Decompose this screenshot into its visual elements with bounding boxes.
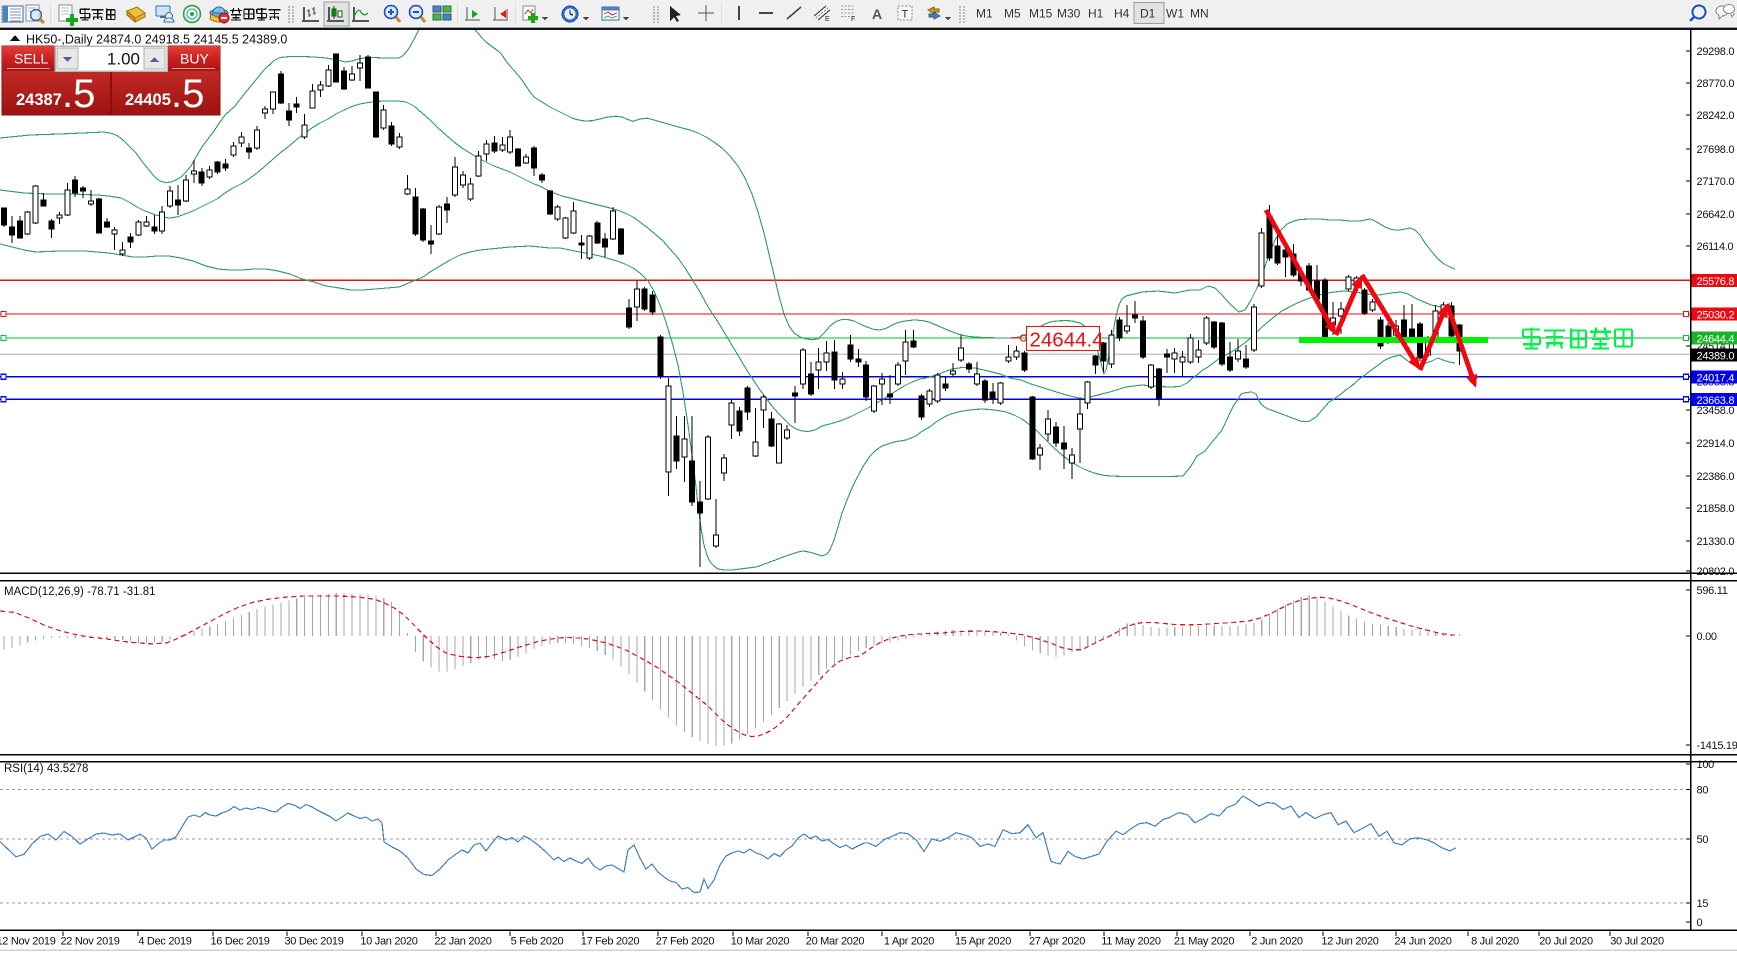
- svg-text:D1: D1: [1140, 7, 1156, 21]
- svg-text:M1: M1: [976, 7, 993, 21]
- svg-text:12 Jun 2020: 12 Jun 2020: [1321, 936, 1378, 948]
- svg-text:26114.0: 26114.0: [1697, 241, 1734, 253]
- svg-text:23663.8: 23663.8: [1697, 395, 1735, 407]
- svg-text:30 Dec 2019: 30 Dec 2019: [284, 936, 343, 948]
- svg-text:21 May 2020: 21 May 2020: [1174, 936, 1234, 948]
- svg-text:28770.0: 28770.0: [1697, 78, 1735, 90]
- svg-text:22914.0: 22914.0: [1697, 438, 1735, 450]
- svg-text:15 Apr 2020: 15 Apr 2020: [955, 936, 1011, 948]
- svg-text:M30: M30: [1057, 7, 1081, 21]
- svg-text:24389.0: 24389.0: [1697, 351, 1735, 363]
- svg-text:26642.0: 26642.0: [1697, 209, 1735, 221]
- svg-text:.5: .5: [62, 72, 95, 116]
- svg-text:22 Jan 2020: 22 Jan 2020: [434, 936, 491, 948]
- svg-text:10 Jan 2020: 10 Jan 2020: [360, 936, 417, 948]
- svg-text:15: 15: [1697, 898, 1709, 910]
- svg-text:50: 50: [1697, 834, 1709, 846]
- svg-text:.5: .5: [171, 72, 204, 116]
- svg-text:24387: 24387: [16, 91, 62, 109]
- svg-text:24017.4: 24017.4: [1697, 373, 1735, 385]
- svg-text:2 Jun 2020: 2 Jun 2020: [1251, 936, 1303, 948]
- svg-text:24 Jun 2020: 24 Jun 2020: [1394, 936, 1451, 948]
- svg-text:80: 80: [1697, 784, 1709, 796]
- svg-text:F: F: [851, 16, 855, 23]
- svg-text:HK50-,Daily 24874.0 24918.5 2: HK50-,Daily 24874.0 24918.5 24145.5 2438…: [26, 33, 287, 47]
- svg-text:20802.0: 20802.0: [1697, 566, 1735, 578]
- svg-text:A: A: [872, 6, 882, 22]
- svg-text:M5: M5: [1004, 7, 1021, 21]
- svg-text:27 Feb 2020: 27 Feb 2020: [656, 936, 715, 948]
- svg-text:RSI(14) 43.5278: RSI(14) 43.5278: [4, 763, 88, 775]
- svg-text:0: 0: [1697, 917, 1703, 929]
- svg-text:4 Dec 2019: 4 Dec 2019: [138, 936, 191, 948]
- svg-text:W1: W1: [1166, 7, 1184, 21]
- svg-text:24644.4: 24644.4: [1030, 329, 1104, 352]
- svg-text:24644.4: 24644.4: [1697, 334, 1735, 346]
- svg-text:11 May 2020: 11 May 2020: [1101, 936, 1161, 948]
- svg-text:28242.0: 28242.0: [1697, 110, 1735, 122]
- svg-text:22386.0: 22386.0: [1697, 471, 1735, 483]
- svg-text:MN: MN: [1190, 7, 1209, 21]
- svg-text:-1415.19: -1415.19: [1697, 740, 1737, 752]
- svg-text:100: 100: [1697, 759, 1715, 771]
- svg-text:20 Jul 2020: 20 Jul 2020: [1539, 936, 1593, 948]
- svg-text:T: T: [902, 9, 909, 21]
- svg-text:22 Nov 2019: 22 Nov 2019: [60, 936, 119, 948]
- svg-text:25030.2: 25030.2: [1697, 310, 1735, 322]
- svg-text:E: E: [825, 16, 830, 23]
- svg-text:1 Apr 2020: 1 Apr 2020: [884, 936, 934, 948]
- svg-text:5 Feb 2020: 5 Feb 2020: [511, 936, 564, 948]
- svg-text:21330.0: 21330.0: [1697, 536, 1735, 548]
- svg-text:25576.8: 25576.8: [1697, 276, 1735, 288]
- svg-text:17 Feb 2020: 17 Feb 2020: [581, 936, 640, 948]
- svg-text:30 Jul 2020: 30 Jul 2020: [1610, 936, 1664, 948]
- svg-text:27170.0: 27170.0: [1697, 176, 1735, 188]
- svg-text:1.00: 1.00: [107, 50, 140, 69]
- svg-text:21858.0: 21858.0: [1697, 503, 1735, 515]
- svg-text:SELL: SELL: [14, 51, 48, 67]
- svg-text:MACD(12,26,9) -78.71 -31.81: MACD(12,26,9) -78.71 -31.81: [4, 586, 156, 598]
- svg-text:8 Jul 2020: 8 Jul 2020: [1471, 936, 1519, 948]
- svg-text:0.00: 0.00: [1697, 631, 1717, 643]
- svg-text:27698.0: 27698.0: [1697, 144, 1735, 156]
- svg-text:20 Mar 2020: 20 Mar 2020: [806, 936, 865, 948]
- svg-text:M15: M15: [1029, 7, 1053, 21]
- svg-text:12 Nov 2019: 12 Nov 2019: [0, 936, 56, 948]
- svg-text:16 Dec 2019: 16 Dec 2019: [210, 936, 269, 948]
- svg-text:596.11: 596.11: [1697, 585, 1728, 597]
- svg-text:24405: 24405: [125, 91, 171, 109]
- svg-text:29298.0: 29298.0: [1697, 46, 1735, 58]
- svg-text:H4: H4: [1114, 7, 1130, 21]
- svg-text:BUY: BUY: [180, 51, 209, 67]
- svg-text:H1: H1: [1088, 7, 1104, 21]
- svg-text:27 Apr 2020: 27 Apr 2020: [1029, 936, 1085, 948]
- svg-text:10 Mar 2020: 10 Mar 2020: [731, 936, 790, 948]
